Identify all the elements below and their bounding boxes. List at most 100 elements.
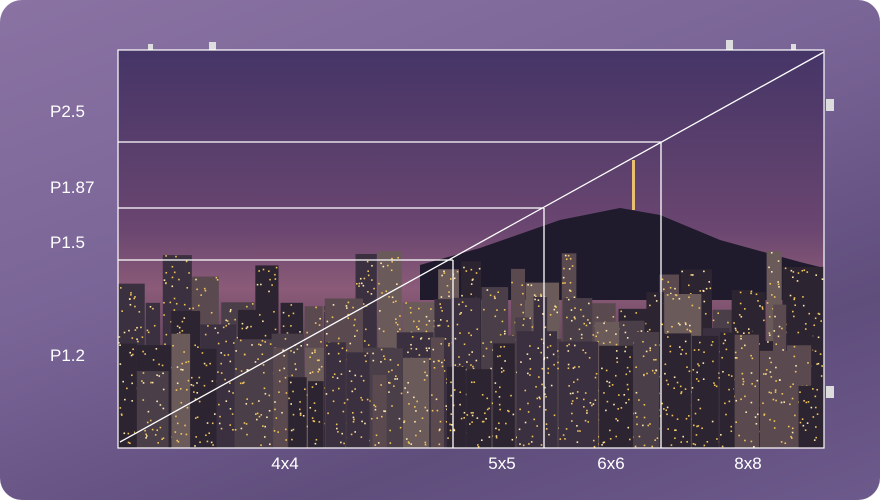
window-light [438,429,441,432]
window-light [306,343,309,346]
window-light [623,394,626,396]
window-light [540,351,542,354]
window-light [294,363,297,365]
window-light [431,409,434,412]
window-light [481,420,484,423]
window-light [437,324,439,327]
window-light [530,284,533,287]
window-light [228,390,231,393]
window-light [702,378,705,381]
window-light [196,382,198,384]
window-light [778,325,781,328]
building [136,371,169,448]
window-light [562,282,564,285]
window-light [198,400,201,403]
window-light [730,425,733,428]
window-light [781,327,783,330]
window-light [409,306,412,309]
window-light [377,442,380,444]
window-light [666,294,669,296]
building [493,343,515,448]
window-light [410,347,413,350]
window-light [255,418,258,421]
window-light [728,374,730,376]
window-light [236,336,239,339]
window-light [736,357,738,359]
window-light [360,411,363,414]
window-light [277,431,279,433]
window-light [372,352,374,355]
window-light [568,268,571,270]
window-light [784,267,787,270]
window-light [395,321,397,324]
window-light [364,354,367,357]
window-light [649,304,651,307]
window-light [470,381,473,384]
window-light [461,301,464,303]
window-light [820,320,822,322]
window-light [498,386,501,389]
window-light [673,387,676,390]
window-light [565,258,568,261]
window-light [304,388,306,391]
window-light [592,334,595,336]
window-light [188,272,190,274]
window-light [203,287,206,290]
window-light [126,387,128,390]
window-light [784,442,787,445]
window-light [584,392,587,394]
window-light [165,333,168,336]
window-light [299,414,302,416]
window-light [286,332,289,334]
window-light [529,368,532,370]
window-light [290,403,292,405]
window-light [680,353,682,355]
window-light [616,357,618,360]
window-light [410,343,412,346]
window-light [694,443,697,446]
window-light [717,372,720,375]
window-light [716,438,718,440]
window-light [534,298,536,301]
window-light [603,441,606,444]
window-light [387,370,390,373]
window-light [371,417,373,420]
window-light [134,305,136,308]
window-light [578,328,581,331]
window-light [478,267,481,270]
window-light [314,351,316,353]
window-light [448,342,450,345]
window-light [563,267,565,270]
window-light [773,296,776,298]
window-light [504,330,506,333]
window-light [775,380,777,382]
window-light [523,318,525,320]
window-light [234,318,236,321]
building [325,342,346,448]
window-light [262,425,264,427]
window-light [747,328,750,330]
window-light [799,421,802,424]
window-light [325,332,328,335]
window-light [362,284,365,287]
window-light [691,387,694,389]
window-light [204,333,207,336]
window-light [273,430,276,432]
window-light [646,372,648,375]
window-light [582,315,585,318]
window-light [498,403,501,406]
window-light [495,436,498,439]
window-light [691,304,694,307]
window-light [475,359,478,362]
window-light [209,362,211,365]
window-light [352,306,354,309]
window-light [544,326,547,329]
module-label-8x8: 8x8 [734,454,762,473]
window-light [789,403,791,406]
window-light [246,369,249,371]
window-light [801,418,804,420]
window-light [821,278,824,280]
window-light [360,436,363,438]
window-light [485,417,487,420]
window-light [170,320,172,323]
